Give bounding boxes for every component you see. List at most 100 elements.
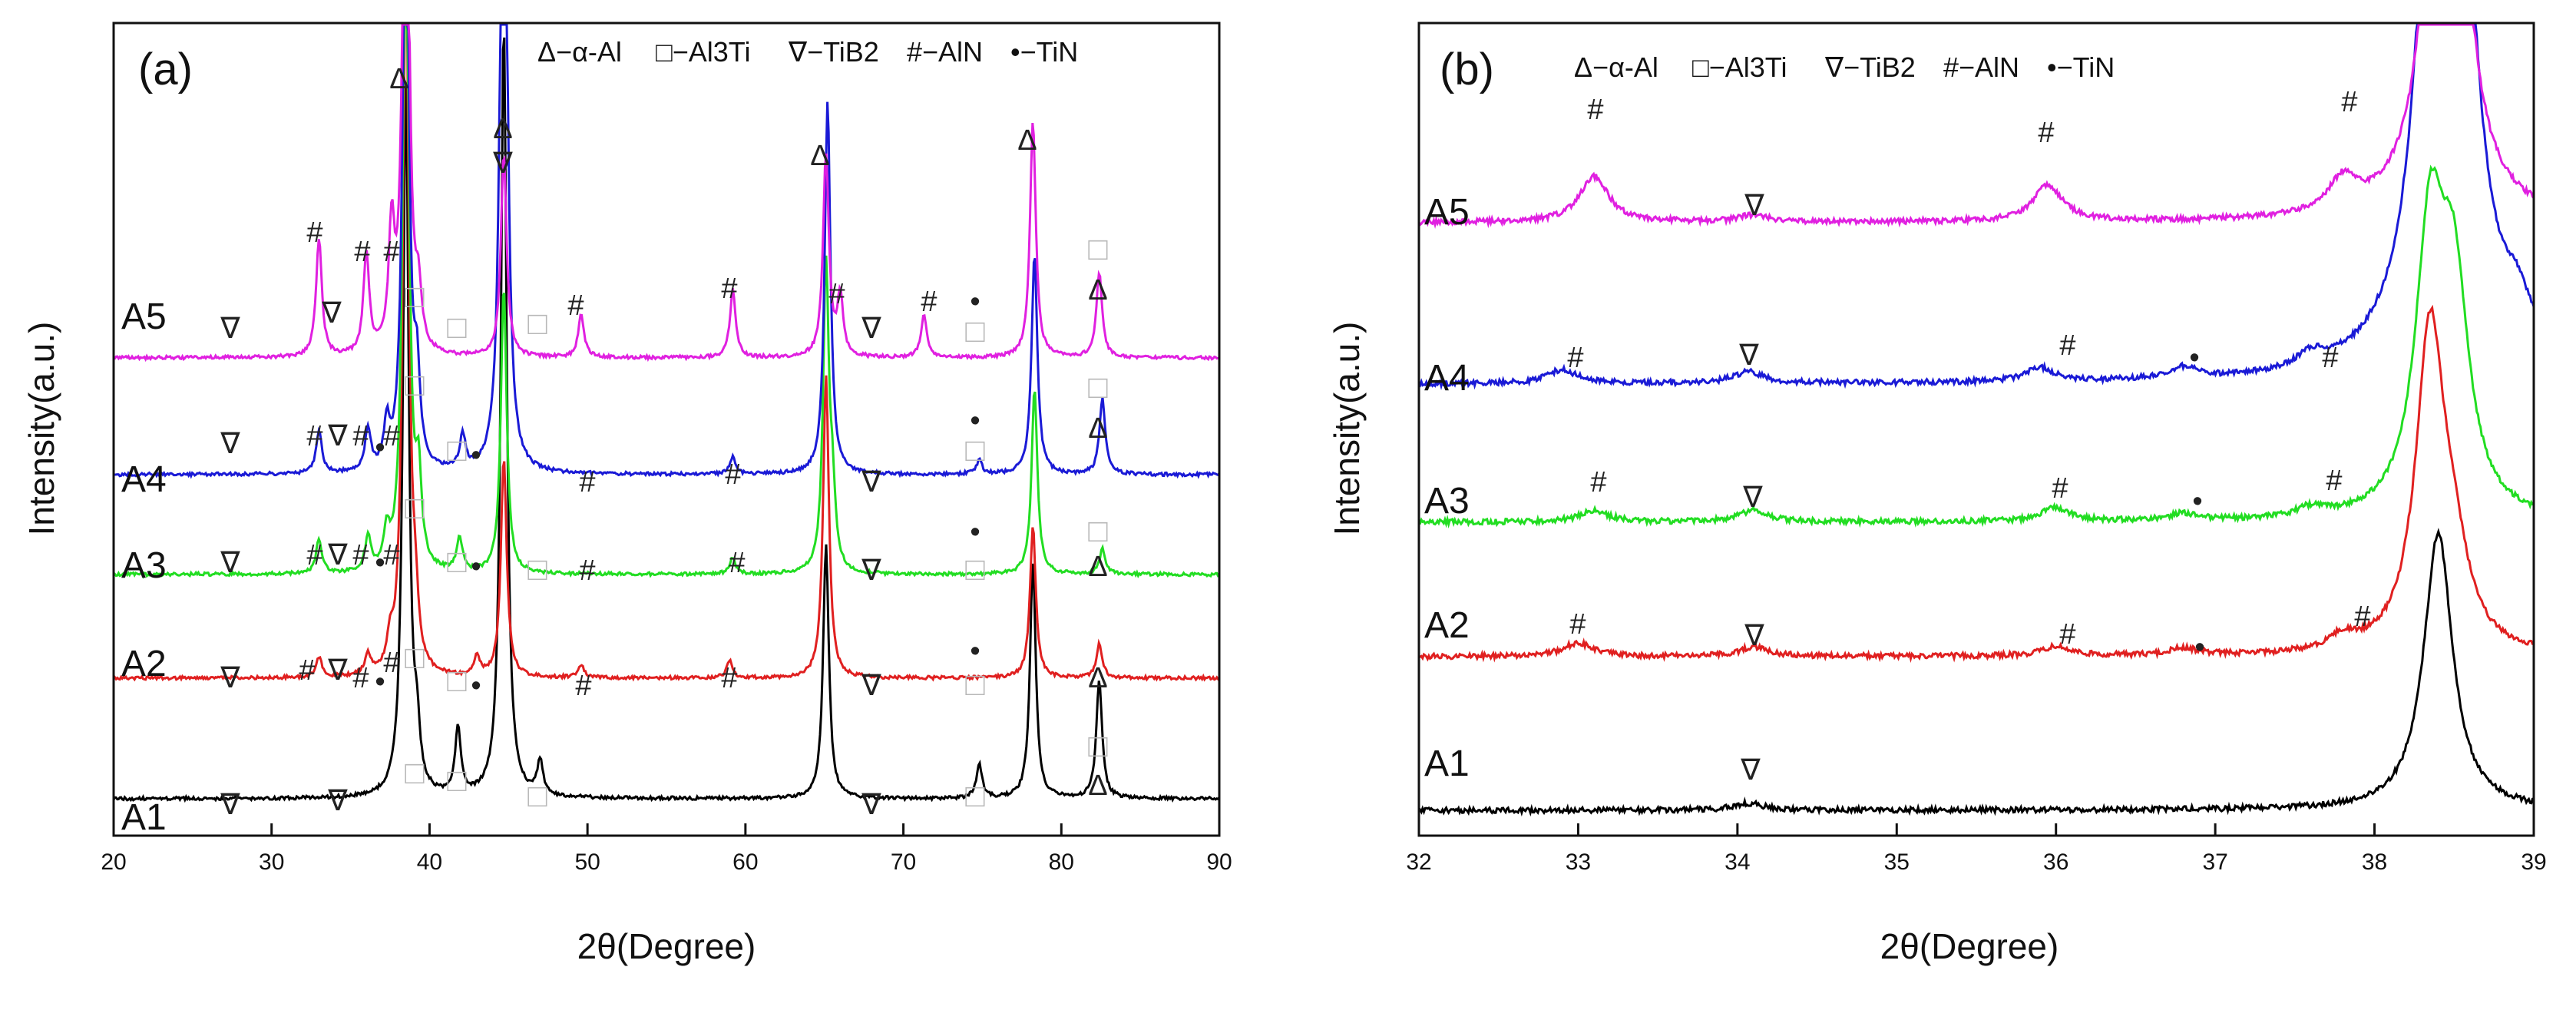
x-tick-label: 33 xyxy=(1566,849,1591,875)
phase-marker: ∇ xyxy=(327,539,348,571)
phase-marker: • xyxy=(970,286,980,318)
phase-marker: # xyxy=(352,662,369,694)
phase-marker: □ xyxy=(965,777,985,813)
x-tick-label: 70 xyxy=(891,849,916,875)
phase-marker: ∆ xyxy=(1089,551,1107,583)
sample-label-a2: A2 xyxy=(1424,605,1470,646)
phase-marker: ∇ xyxy=(861,670,881,702)
series-line-a1 xyxy=(1417,528,2535,817)
phase-marker: # xyxy=(721,273,737,305)
phase-marker: # xyxy=(352,420,369,452)
phase-marker: • xyxy=(2189,342,2199,374)
phase-marker: # xyxy=(1569,608,1586,641)
phase-marker: # xyxy=(1567,342,1583,374)
phase-marker: □ xyxy=(447,543,467,579)
phase-marker: ∇ xyxy=(220,662,240,694)
phase-marker: □ xyxy=(405,639,425,675)
x-tick-label: 35 xyxy=(1884,849,1910,875)
phase-marker: ∇ xyxy=(321,297,342,329)
phase-marker: □ xyxy=(965,551,985,587)
phase-marker: ∆ xyxy=(811,140,829,172)
legend-entry: •−TiN xyxy=(2047,51,2115,83)
phase-marker: # xyxy=(383,539,399,571)
phase-marker: # xyxy=(1587,94,1603,126)
panel-a-tag: (a) xyxy=(138,45,193,94)
x-tick-label: 80 xyxy=(1049,849,1074,875)
x-tick-label: 34 xyxy=(1724,849,1750,875)
panel-b-ylabel: Intensity(a.u.) xyxy=(1327,322,1367,536)
phase-marker: # xyxy=(306,217,322,249)
sample-label-a3: A3 xyxy=(1424,481,1470,522)
phase-marker: • xyxy=(2192,485,2202,518)
panel-b-x-ticks: 32 33 34 35 36 37 38 39 xyxy=(1406,823,2547,875)
phase-marker: • xyxy=(471,439,481,472)
panel-b: Intensity(a.u.) 2θ(Degree) (b) Δ−α-Al □−A… xyxy=(1327,22,2547,966)
phase-marker: ∆ xyxy=(1089,274,1107,306)
phase-marker: • xyxy=(375,547,385,579)
phase-marker: □ xyxy=(447,762,467,798)
phase-marker: # xyxy=(2052,472,2068,505)
phase-marker: □ xyxy=(405,754,425,790)
phase-marker: □ xyxy=(527,777,547,813)
phase-marker: □ xyxy=(447,662,467,698)
phase-marker: □ xyxy=(527,551,547,587)
phase-marker: ∇ xyxy=(1744,190,1764,222)
phase-marker: # xyxy=(383,420,399,452)
phase-marker: ∇ xyxy=(220,547,240,579)
phase-marker: □ xyxy=(447,432,467,468)
sample-label-a5: A5 xyxy=(121,296,167,337)
phase-marker: # xyxy=(2059,618,2075,651)
panel-a-legend: Δ−α-Al □−Al3Ti ∇−TiB2 #−AlN •−TiN xyxy=(537,36,1078,68)
phase-marker: □ xyxy=(1088,369,1108,405)
phase-marker: # xyxy=(2354,601,2370,633)
phase-marker: ∇ xyxy=(1744,620,1764,652)
phase-marker: ∇ xyxy=(1742,482,1763,514)
panel-a-frame xyxy=(112,22,1221,837)
x-tick-label: 90 xyxy=(1206,849,1232,875)
panel-b-series xyxy=(1417,23,2535,817)
phase-marker: ∇ xyxy=(1740,754,1761,786)
sample-label-a2: A2 xyxy=(121,644,167,684)
panel-b-sample-labels: A1 A2 A3 A4 A5 xyxy=(1424,192,1470,784)
phase-marker: # xyxy=(2322,342,2338,374)
phase-marker: ∆ xyxy=(494,113,512,145)
phase-marker: • xyxy=(375,432,385,464)
phase-marker: # xyxy=(2038,117,2054,149)
x-tick-label: 20 xyxy=(101,849,126,875)
phase-marker: # xyxy=(2341,86,2357,118)
panel-b-legend: Δ−α-Al □−Al3Ti ∇−TiB2 #−AlN •−TiN xyxy=(1574,51,2115,83)
phase-marker: ∇ xyxy=(861,789,881,821)
panel-a: Intensity(a.u.) 2θ(Degree) (a) Δ−α-Al □−A… xyxy=(21,22,1232,966)
phase-marker: □ xyxy=(405,489,425,525)
phase-marker: □ xyxy=(965,313,985,349)
panel-a-phase-markers: ∆∆∇ ∆ ∆## ### # #∇ ∇ ∇•□□ □ □□∆∇ # ∇ # •#□□ •# # ∇•□□∆∇ #… xyxy=(220,63,1108,821)
phase-marker: ∇ xyxy=(861,466,881,498)
phase-marker: □ xyxy=(965,432,985,468)
panel-a-xlabel: 2θ(Degree) xyxy=(577,926,756,966)
x-tick-label: 30 xyxy=(259,849,284,875)
x-tick-label: 38 xyxy=(2362,849,2387,875)
x-tick-label: 40 xyxy=(417,849,442,875)
phase-marker: # xyxy=(306,420,322,452)
panel-b-phase-markers: # # # ∇ # ∇ # • # # ∇ # • # # ∇ # • # ∇ xyxy=(1567,86,2370,786)
legend-entry: ∇−TiB2 xyxy=(788,36,879,68)
phase-marker: ∇ xyxy=(220,789,240,821)
series-line-a4 xyxy=(113,23,1221,479)
x-tick-label: 50 xyxy=(574,849,600,875)
sample-label-a4: A4 xyxy=(1424,358,1470,399)
phase-marker: # xyxy=(575,670,591,702)
legend-entry: Δ−α-Al xyxy=(537,36,622,68)
phase-marker: □ xyxy=(1088,512,1108,548)
sample-label-a4: A4 xyxy=(121,459,167,500)
phase-marker: • xyxy=(471,670,481,702)
x-tick-label: 60 xyxy=(732,849,758,875)
phase-marker: ∆ xyxy=(1089,770,1107,802)
legend-entry: ∇−TiB2 xyxy=(1824,51,1916,83)
x-tick-label: 36 xyxy=(2043,849,2068,875)
phase-marker: # xyxy=(383,647,399,679)
series-line-a5 xyxy=(113,23,1220,363)
phase-marker: ∆ xyxy=(1089,412,1107,445)
phase-marker: # xyxy=(729,547,745,579)
legend-entry: □−Al3Ti xyxy=(1692,51,1787,83)
